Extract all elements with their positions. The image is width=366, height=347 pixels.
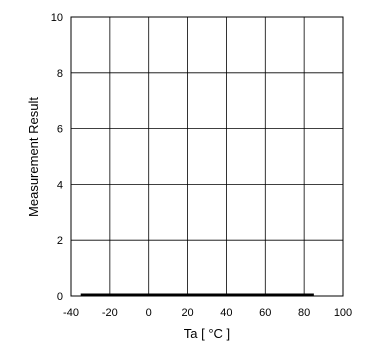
x-tick-label: 60	[259, 307, 271, 319]
y-axis-label: Measurement Result	[26, 97, 41, 217]
x-tick-label: 100	[334, 307, 352, 319]
x-tick-label: 20	[181, 307, 193, 319]
x-tick-label: -40	[63, 307, 79, 319]
y-tick-label: 4	[57, 179, 63, 191]
y-tick-label: 0	[57, 291, 63, 303]
x-tick-label: 40	[220, 307, 232, 319]
y-tick-label: 10	[51, 12, 63, 24]
y-tick-labels: 0 2 4 6 8 10	[51, 12, 63, 303]
y-tick-label: 8	[57, 68, 63, 80]
y-tick-label: 2	[57, 235, 63, 247]
y-tick-label: 6	[57, 124, 63, 136]
x-tick-label: -20	[102, 307, 118, 319]
x-tick-labels: -40 -20 0 20 40 60 80 100	[63, 307, 352, 319]
x-tick-label: 80	[298, 307, 310, 319]
x-tick-label: 0	[146, 307, 152, 319]
plot-frame	[70, 16, 344, 297]
x-axis-label: Ta [ °C ]	[184, 326, 230, 341]
plot-area	[71, 17, 343, 296]
grid	[71, 17, 343, 296]
